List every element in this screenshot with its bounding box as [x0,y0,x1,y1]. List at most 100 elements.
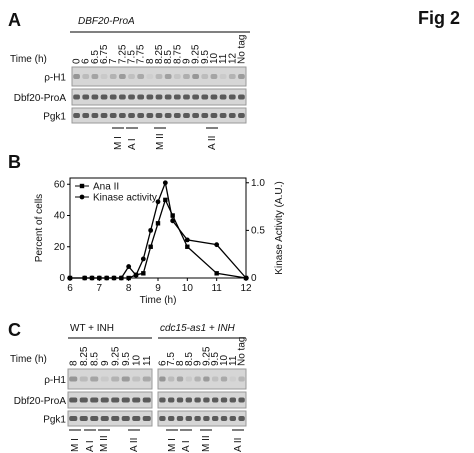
band [82,94,90,100]
legend-label: Kinase activity [93,193,157,204]
band [219,74,227,79]
time-tick: 8.5 [184,352,195,366]
band [118,113,126,118]
band [183,113,190,118]
legend-marker [79,194,85,200]
time-tick: 9.25 [191,44,202,64]
time-tick: 11 [228,355,239,366]
time-tick: No tag [236,35,247,64]
time-tick: 7.25 [117,44,128,64]
time-tick: 8.5 [163,50,174,64]
band [100,94,108,100]
phase-label: A II [207,136,218,150]
band [210,94,218,100]
time-tick: 9.25 [110,346,121,366]
band [168,376,175,382]
phase-label: M II [201,435,212,452]
band [192,113,200,118]
point [111,275,117,281]
time-tick: 8 [68,360,79,366]
band [194,376,201,382]
row-label: Pgk1 [43,415,66,426]
band [203,397,210,403]
x-tick-label: 7 [97,283,103,294]
x-tick-label: 8 [126,283,132,294]
y-tick-label: 20 [54,242,66,253]
band [121,416,130,421]
band [132,397,141,403]
band [159,397,166,403]
band [90,397,99,403]
band [164,74,172,79]
band [137,113,145,118]
time-tick: 6 [81,58,92,64]
row-label: ρ-H1 [44,375,66,386]
point [133,272,139,278]
time-tick: 11 [218,53,229,64]
band [91,74,99,79]
band [238,397,245,403]
point [214,242,220,248]
band [185,397,192,403]
point [126,264,132,269]
time-tick: 6.75 [99,44,110,64]
time-tick: 7.5 [166,352,177,366]
y2-tick-label: 1.0 [251,178,265,189]
point [170,213,175,218]
time-tick: 9 [193,360,204,366]
band [137,74,145,79]
blot [67,368,153,390]
time-tick: 8.75 [172,44,183,64]
band [91,113,99,118]
band [194,416,201,421]
band [238,74,245,79]
legend-label: Ana II [93,182,119,193]
band [238,376,245,382]
time-tick: 9 [100,360,111,366]
point [184,237,190,243]
band [220,397,228,403]
band [168,416,175,421]
series-line [70,198,247,279]
time-tick: 9.5 [210,352,221,366]
point [96,275,102,281]
point [89,275,95,281]
y2-tick-label: 0.5 [251,225,265,236]
y-tick-label: 60 [54,179,66,190]
panel-label: C [8,320,21,340]
band [100,416,109,421]
band [176,376,184,382]
band [185,376,192,382]
band [137,94,145,100]
band [212,397,219,403]
time-label: Time (h) [10,54,47,65]
x-tick-label: 11 [211,283,222,294]
band [201,113,209,118]
y-tick-label: 0 [59,273,65,284]
time-tick: 7.75 [136,44,147,64]
band [111,397,120,403]
point [214,271,219,276]
band [183,94,190,100]
band [229,376,236,382]
band [210,113,218,118]
phase-label: A II [233,438,244,452]
band [73,113,80,118]
band [128,94,135,100]
time-tick: 8.25 [79,346,90,366]
band [192,74,200,79]
phase-label: M I [113,136,124,150]
band [155,94,163,100]
band [220,416,228,421]
band [185,416,192,421]
band [229,397,236,403]
phase-label: M II [155,133,166,150]
point [140,256,146,262]
point [104,275,110,281]
x-axis-label: Time (h) [140,295,177,306]
phase-label: M II [99,435,110,452]
point [67,275,73,281]
band [173,113,181,118]
band [168,397,175,403]
